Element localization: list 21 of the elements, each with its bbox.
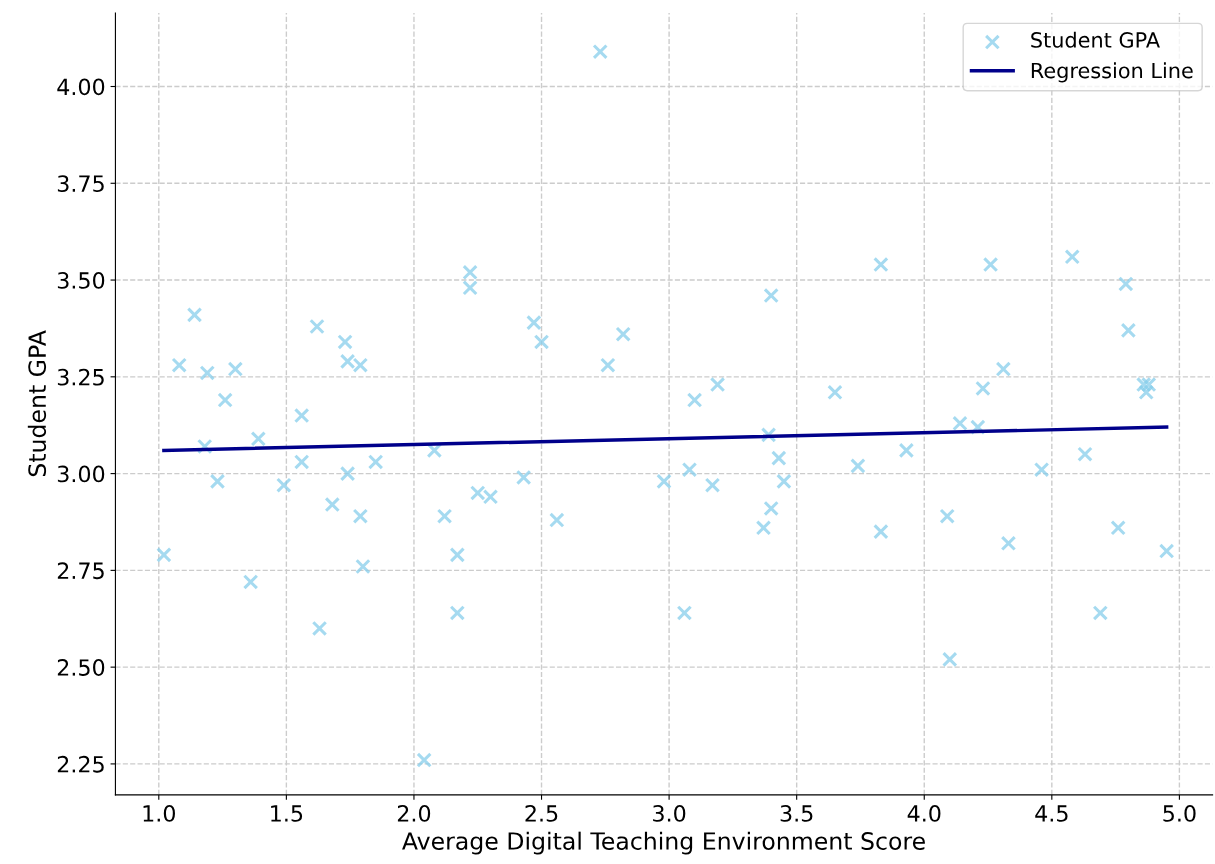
y-tick-label: 3.50: [57, 272, 105, 289]
y-tick-label: 2.50: [57, 659, 105, 676]
x-tick-label: 3.5: [780, 804, 813, 822]
legend-label: Regression Line: [1031, 62, 1193, 83]
y-tick-label: 4.00: [57, 78, 105, 96]
x-tick-label: 2.0: [397, 804, 431, 822]
y-tick-label: 2.25: [57, 755, 104, 773]
x-tick-label: 2.5: [525, 804, 558, 822]
x-tick-label: 5.0: [1163, 804, 1196, 822]
x-tick-label: 3.0: [653, 804, 686, 822]
y-tick-label: 3.25: [57, 368, 104, 386]
y-tick-label: 3.00: [57, 465, 105, 483]
y-tick-label: 3.75: [57, 175, 104, 193]
x-tick-label: 4.5: [1035, 805, 1068, 822]
y-tick-label: 2.75: [57, 562, 104, 580]
x-tick-label: 1.0: [143, 804, 175, 822]
y-axis-title: Student GPA: [27, 330, 47, 477]
x-axis-title: Average Digital Teaching Environment Score: [402, 831, 925, 855]
x-tick-label: 1.5: [271, 805, 303, 822]
legend-label: Student GPA: [1031, 31, 1160, 48]
x-tick-label: 4.0: [907, 804, 941, 822]
